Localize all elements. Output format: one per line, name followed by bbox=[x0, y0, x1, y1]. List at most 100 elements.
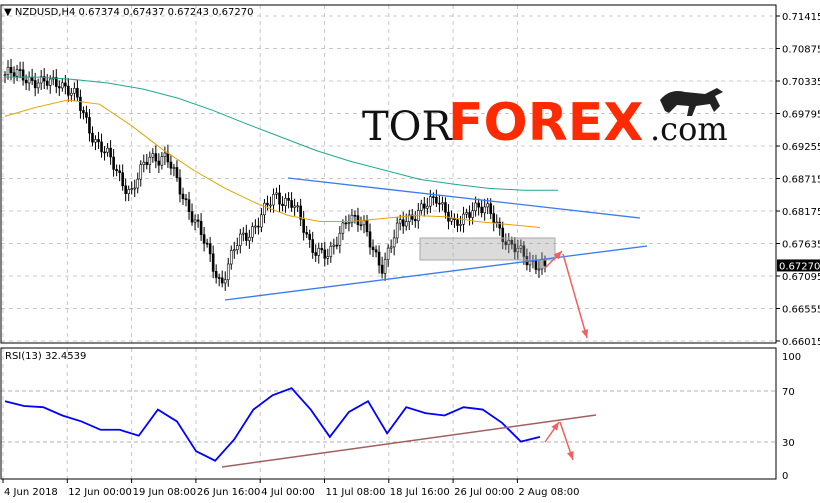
candle-body bbox=[392, 237, 396, 248]
time-tick-label: 4 Jun 2018 bbox=[4, 487, 58, 498]
candle-body bbox=[254, 225, 257, 228]
candle-body bbox=[48, 78, 52, 86]
candle-body bbox=[242, 232, 245, 235]
candle-body bbox=[266, 202, 269, 206]
candle-body bbox=[534, 260, 538, 270]
candle-body bbox=[223, 279, 227, 284]
candle-body bbox=[39, 76, 43, 84]
candle-body bbox=[154, 153, 158, 162]
candle-body bbox=[395, 222, 399, 239]
candle-body bbox=[287, 197, 290, 201]
ma-slow-line bbox=[5, 76, 558, 191]
candle-body bbox=[519, 245, 523, 249]
candle-body bbox=[420, 203, 423, 211]
candle-body bbox=[97, 139, 100, 143]
candle-body bbox=[275, 192, 278, 195]
candle-body bbox=[205, 242, 209, 245]
candle-body bbox=[311, 239, 315, 253]
candle-body bbox=[45, 80, 49, 86]
candle-body bbox=[305, 232, 308, 235]
candle-body bbox=[543, 259, 547, 266]
candle-body bbox=[272, 194, 275, 206]
candle-body bbox=[365, 220, 369, 233]
candle-body bbox=[350, 214, 354, 224]
candle-body bbox=[208, 243, 212, 255]
candle-body bbox=[251, 226, 254, 238]
candle-body bbox=[474, 202, 477, 212]
candle-body bbox=[410, 214, 414, 220]
rsi-tick-label: 70 bbox=[782, 387, 795, 398]
dropdown-triangle-icon[interactable]: ▼ bbox=[4, 7, 12, 18]
candle-body bbox=[130, 188, 134, 190]
candle-body bbox=[501, 227, 505, 243]
bull-icon bbox=[660, 88, 723, 116]
time-tick-label: 19 Jun 08:00 bbox=[133, 487, 197, 498]
price-tick-label: 0.68175 bbox=[782, 207, 820, 218]
candle-body bbox=[106, 147, 109, 153]
candle-body bbox=[181, 193, 185, 200]
price-tick-label: 0.66015 bbox=[782, 337, 820, 348]
price-tick-label: 0.70335 bbox=[782, 77, 820, 88]
candle-body bbox=[257, 225, 260, 228]
candle-body bbox=[124, 185, 127, 194]
candle-body bbox=[432, 196, 435, 198]
candle-body bbox=[377, 251, 381, 266]
candle-body bbox=[21, 69, 25, 81]
candle-body bbox=[435, 196, 438, 204]
candle-body bbox=[9, 66, 13, 73]
candle-body bbox=[323, 249, 327, 259]
candle-body bbox=[480, 206, 483, 214]
candle-body bbox=[308, 233, 311, 240]
forecast-arrow-down-head bbox=[581, 329, 589, 338]
grid bbox=[1, 5, 775, 479]
forecast-arrow-up-head bbox=[553, 251, 562, 260]
candle-body bbox=[269, 204, 272, 207]
candle-body bbox=[260, 214, 263, 228]
candle-body bbox=[239, 233, 242, 246]
candle-body bbox=[477, 202, 480, 208]
candle-body bbox=[85, 112, 88, 118]
candle-body bbox=[456, 219, 459, 226]
candle-body bbox=[504, 241, 508, 246]
price-tick-label: 0.71415 bbox=[782, 12, 820, 23]
candle-body bbox=[33, 80, 37, 89]
rsi-tick-label: 0 bbox=[782, 471, 788, 482]
candle-body bbox=[302, 218, 305, 233]
time-tick-label: 2 Aug 08:00 bbox=[518, 487, 579, 498]
candle-body bbox=[157, 160, 161, 166]
candle-body bbox=[332, 244, 336, 247]
candle-body bbox=[383, 259, 387, 274]
candle-body bbox=[76, 88, 79, 98]
candle-body bbox=[374, 249, 378, 253]
candle-body bbox=[24, 79, 28, 84]
candle-body bbox=[471, 210, 474, 218]
candle-body bbox=[12, 72, 16, 77]
svg-text:FOREX: FOREX bbox=[448, 93, 643, 153]
rsi-trendline bbox=[221, 414, 597, 468]
rsi-line bbox=[4, 387, 541, 462]
candle-body bbox=[73, 88, 76, 94]
time-tick-label: 4 Jul 00:00 bbox=[261, 487, 315, 498]
candle-body bbox=[353, 214, 357, 217]
candle-body bbox=[136, 178, 140, 189]
candle-body bbox=[299, 205, 302, 220]
candle-body bbox=[112, 156, 115, 170]
current-price-tag bbox=[777, 259, 820, 272]
chart-header: ▼ NZDUSD,H4 0.67374 0.67437 0.67243 0.67… bbox=[4, 7, 254, 18]
forecast-arrow-down bbox=[562, 253, 588, 339]
candle-body bbox=[498, 221, 502, 229]
candle-body bbox=[429, 196, 432, 207]
candle-body bbox=[109, 147, 112, 158]
candle-body bbox=[202, 234, 206, 244]
candle-body bbox=[341, 222, 345, 234]
candle-body bbox=[513, 243, 517, 253]
candle-body bbox=[326, 256, 330, 259]
candle-body bbox=[166, 152, 170, 163]
candle-body bbox=[103, 151, 106, 154]
price-tick-label: 0.68715 bbox=[782, 175, 820, 186]
candle-body bbox=[163, 152, 167, 157]
candle-body bbox=[438, 202, 441, 205]
candle-body bbox=[184, 198, 188, 201]
symbol-label: NZDUSD,H4 bbox=[14, 7, 76, 18]
candle-body bbox=[450, 218, 453, 222]
